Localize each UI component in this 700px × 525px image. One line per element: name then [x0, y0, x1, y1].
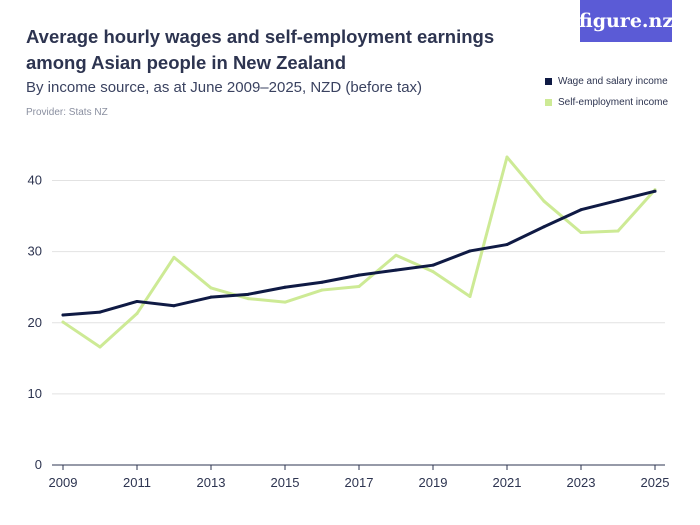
x-tick-label-2015: 2015: [271, 475, 300, 490]
wage-point-2025: [653, 189, 657, 193]
y-tick-label-40: 40: [28, 173, 42, 188]
chart-subtitle: By income source, as at June 2009–2025, …: [26, 79, 423, 96]
x-tick-label-2023: 2023: [567, 475, 596, 490]
self-employment-point-2017: [357, 285, 361, 289]
self-employment-point-2012: [172, 255, 176, 259]
wage-point-2017: [357, 273, 361, 277]
x-tick-label-2017: 2017: [345, 475, 374, 490]
self-employment-point-2022: [542, 199, 546, 203]
self-employment-point-2021: [505, 155, 509, 159]
y-tick-label-20: 20: [28, 315, 42, 330]
wage-point-2016: [320, 280, 324, 284]
x-tick-label-2009: 2009: [49, 475, 78, 490]
wage-point-2018: [394, 268, 398, 272]
wage-point-2011: [135, 299, 139, 303]
wage-point-2019: [431, 263, 435, 267]
self-employment-point-2019: [431, 270, 435, 274]
wage-point-2013: [209, 295, 213, 299]
legend-item-self-employment: Self-employment income: [545, 92, 668, 113]
y-tick-label-10: 10: [28, 386, 42, 401]
wage-point-2010: [98, 310, 102, 314]
y-tick-label-0: 0: [35, 457, 42, 472]
wage-point-2015: [283, 285, 287, 289]
self-employment-point-2016: [320, 288, 324, 292]
self-employment-point-2015: [283, 300, 287, 304]
legend-item-wage: Wage and salary income: [545, 71, 668, 92]
self-employment-point-2023: [579, 230, 583, 234]
self-employment-point-2013: [209, 286, 213, 290]
wage-point-2022: [542, 225, 546, 229]
self-employment-point-2018: [394, 253, 398, 257]
chart-title: Average hourly wages and self-employment…: [26, 26, 495, 73]
chart-legend: Wage and salary income Self-employment i…: [545, 71, 668, 113]
wage-point-2021: [505, 243, 509, 247]
self-employment-point-2014: [246, 297, 250, 301]
wage-point-2012: [172, 304, 176, 308]
x-tick-label-2013: 2013: [197, 475, 226, 490]
self-employment-point-2011: [135, 312, 139, 316]
provider-note: Provider: Stats NZ: [26, 107, 108, 118]
legend-label-wage: Wage and salary income: [558, 76, 668, 87]
wage-point-2020: [468, 249, 472, 253]
x-tick-label-2021: 2021: [493, 475, 522, 490]
self-employment-point-2024: [616, 229, 620, 233]
wage-point-2024: [616, 198, 620, 202]
x-tick-label-2025: 2025: [641, 475, 670, 490]
legend-label-self-employment: Self-employment income: [558, 97, 669, 108]
wage-point-2014: [246, 292, 250, 296]
wage-point-2009: [61, 313, 65, 317]
self-employment-point-2010: [98, 345, 102, 349]
figure-nz-logo[interactable]: figure.nz: [579, 0, 673, 42]
x-tick-label-2011: 2011: [123, 475, 151, 490]
series-line-wage: [61, 189, 657, 317]
self-employment-point-2020: [468, 294, 472, 298]
legend-swatch-self-employment: [545, 99, 552, 106]
y-tick-label-30: 30: [28, 244, 42, 259]
x-tick-label-2019: 2019: [419, 475, 448, 490]
legend-swatch-wage: [545, 78, 552, 85]
self-employment-point-2009: [61, 320, 65, 324]
wage-point-2023: [579, 208, 583, 212]
